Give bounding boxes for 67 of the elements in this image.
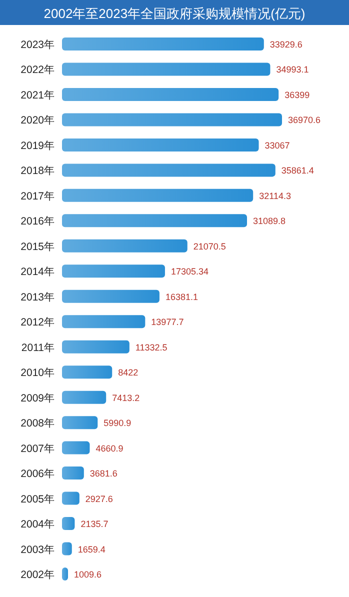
chart-title: 2002年至2023年全国政府采购规模情况(亿元) xyxy=(44,6,306,21)
data-label: 2927.6 xyxy=(85,494,113,504)
y-tick-label: 2017年 xyxy=(20,190,55,202)
bar xyxy=(62,214,248,228)
y-tick-label: 2009年 xyxy=(20,392,55,404)
bar xyxy=(62,264,165,278)
bar xyxy=(62,340,130,354)
data-label: 31089.8 xyxy=(253,216,286,226)
bar xyxy=(62,113,282,126)
data-label: 33067 xyxy=(264,140,290,150)
data-label: 33929.6 xyxy=(270,40,302,50)
data-label: 11332.5 xyxy=(135,342,168,352)
y-tick-label: 2006年 xyxy=(20,468,55,480)
y-tick-label: 2011年 xyxy=(21,342,55,354)
y-tick-label: 2014年 xyxy=(20,266,55,278)
bar xyxy=(62,441,90,454)
bar xyxy=(62,390,106,404)
bar xyxy=(62,164,276,177)
data-label: 32114.3 xyxy=(259,190,291,201)
y-tick-label: 2002年 xyxy=(20,569,55,581)
bar xyxy=(62,416,98,430)
y-tick-label: 2022年 xyxy=(20,64,55,76)
data-label: 1009.6 xyxy=(74,570,102,580)
data-label: 4660.9 xyxy=(96,443,124,454)
data-label: 17305.34 xyxy=(170,266,209,277)
y-tick-label: 2021年 xyxy=(20,89,55,102)
y-tick-label: 2013年 xyxy=(20,291,55,304)
y-tick-label: 2018年 xyxy=(20,165,55,178)
bar xyxy=(62,88,279,101)
bar xyxy=(62,38,264,50)
y-tick-label: 2010年 xyxy=(20,367,55,380)
bar xyxy=(62,290,160,303)
y-tick-label: 2003年 xyxy=(20,544,55,556)
bar xyxy=(62,568,68,580)
data-label: 36399 xyxy=(284,90,310,100)
y-tick-label: 2020年 xyxy=(20,114,55,127)
data-label: 7413.2 xyxy=(112,392,140,403)
data-label: 8422 xyxy=(118,368,138,378)
y-tick-label: 2016年 xyxy=(20,216,55,228)
bar xyxy=(62,62,270,76)
data-label: 1659.4 xyxy=(78,544,106,554)
bar xyxy=(62,188,254,202)
bar xyxy=(62,366,112,379)
data-label: 3681.6 xyxy=(90,468,118,479)
bar xyxy=(62,517,75,530)
y-tick-label: 2004年 xyxy=(20,518,55,531)
data-label: 16381.1 xyxy=(165,292,198,302)
data-label: 35861.4 xyxy=(281,166,314,176)
data-label: 21070.5 xyxy=(193,241,226,252)
data-label: 5990.9 xyxy=(104,418,132,428)
y-tick-label: 2015年 xyxy=(20,240,55,253)
y-tick-label: 2012年 xyxy=(20,316,55,329)
data-label: 36970.6 xyxy=(288,115,321,126)
bar xyxy=(62,138,259,152)
y-tick-label: 2023年 xyxy=(20,39,55,51)
y-tick-label: 2005年 xyxy=(20,493,55,506)
bar xyxy=(62,239,188,252)
bar xyxy=(62,315,146,328)
data-label: 34993.1 xyxy=(276,64,309,75)
bar xyxy=(62,466,84,480)
bar xyxy=(62,542,72,556)
y-tick-label: 2019年 xyxy=(20,140,55,152)
bar xyxy=(62,492,80,505)
data-label: 2135.7 xyxy=(80,519,108,530)
data-label: 13977.7 xyxy=(151,317,184,328)
y-tick-label: 2008年 xyxy=(20,418,55,430)
y-tick-label: 2007年 xyxy=(20,442,55,455)
